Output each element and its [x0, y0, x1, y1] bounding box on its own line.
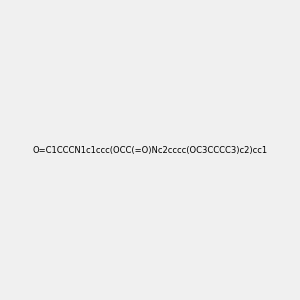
Text: O=C1CCCN1c1ccc(OCC(=O)Nc2cccc(OC3CCCC3)c2)cc1: O=C1CCCN1c1ccc(OCC(=O)Nc2cccc(OC3CCCC3)c…: [32, 146, 268, 154]
